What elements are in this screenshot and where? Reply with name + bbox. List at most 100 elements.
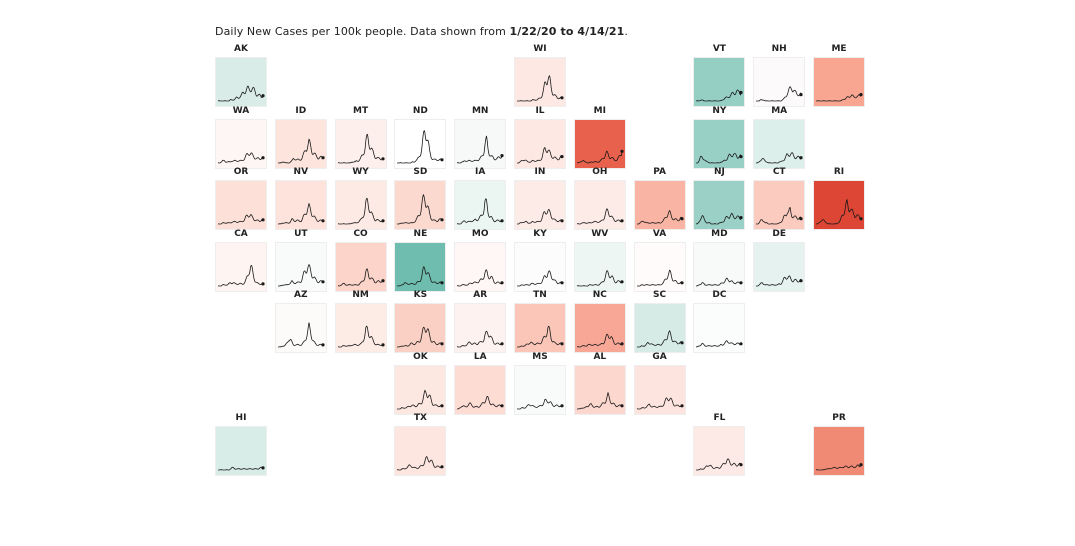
state-tile-wy: WY [334,167,387,234]
series-line-la [457,395,503,409]
series-line-co [337,267,383,286]
state-tile-ar: AR [454,290,507,357]
series-line-oh [576,208,623,225]
latest-point-il [560,154,564,158]
state-tile-nd: ND [394,106,447,173]
state-tile-nj: NJ [693,167,746,234]
state-label: IN [534,167,546,177]
state-tile-nv: NV [274,167,327,234]
latest-point-ca [261,281,265,285]
state-sparkline-svg [696,152,743,163]
state-label: OK [413,351,428,362]
chart-title: Daily New Cases per 100k people. Data sh… [215,25,629,38]
state-label: SD [413,167,428,177]
state-label: CO [353,228,368,239]
series-line-in [517,209,563,225]
state-tile-al: AL [573,352,626,419]
latest-point-nv [321,219,325,223]
state-label: MN [471,105,489,116]
state-tile-ga: GA [633,352,686,419]
latest-point-mo [500,280,504,284]
state-label: SC [653,290,667,300]
state-tile-background [693,57,746,107]
state-sparkline-svg [576,208,624,225]
state-label: VA [652,228,667,239]
latest-point-or [261,218,265,222]
state-tile-me: ME [813,44,865,111]
series-line-mt [337,133,383,163]
series-line-ct [756,206,802,225]
state-label: IL [535,105,545,116]
latest-point-wv [620,279,624,283]
state-tile-nh: NH [753,44,806,111]
state-label: ND [412,105,428,116]
state-sparkline-svg [218,151,265,163]
series-line-ne [397,265,443,286]
state-label: GA [652,351,667,362]
latest-point-ms [560,403,564,407]
state-tile-ms: MS [514,352,566,419]
latest-point-wi [560,96,564,100]
state-label: ID [295,105,307,116]
latest-point-co [380,278,385,282]
state-sparkline-svg [636,396,684,409]
date-range: 1/22/20 to 4/14/21 [509,25,625,38]
state-label: FL [713,413,726,423]
series-line-hi [218,466,264,471]
state-label: PA [653,167,666,177]
state-tile-fl: FL [693,413,746,480]
state-label: VT [712,44,726,54]
series-line-de [756,274,802,286]
series-line-ak [217,85,264,102]
state-tile-background [633,241,686,292]
series-line-md [696,277,742,286]
series-line-ar [457,330,503,348]
state-sparkline-svg [218,466,265,471]
state-label: AR [473,290,488,300]
series-line-pr [815,464,862,471]
latest-point-id [321,155,325,159]
series-line-wi [517,75,563,102]
latest-point-nc [620,342,624,346]
series-line-fl [696,458,742,471]
state-sparkline-svg [636,269,684,286]
state-sparkline-svg [756,86,803,102]
state-sparkline-svg [397,389,444,409]
latest-point-pa [679,217,684,221]
state-sparkline-svg [517,146,564,163]
latest-point-va [679,280,684,284]
latest-point-nm [380,343,385,347]
state-label: WI [533,44,547,54]
state-label: MS [532,351,548,362]
state-tile-background [633,303,686,353]
state-tile-background [454,303,507,353]
state-sparkline-svg [696,89,743,102]
state-tile-background [334,118,387,169]
series-line-ms [516,398,563,409]
state-sparkline-svg [517,75,564,102]
state-tile-background [753,241,806,292]
series-line-me [816,94,862,102]
state-label: TX [413,413,427,423]
state-tile-id: ID [274,106,327,173]
state-sparkline-svg [516,398,564,409]
latest-point-me [859,93,863,97]
state-sparkline-svg [457,395,504,409]
series-line-tx [397,456,443,471]
series-line-nh [756,86,802,102]
series-line-ut [277,263,324,286]
state-sparkline-svg [636,330,684,348]
series-line-az [277,322,324,348]
state-label: CA [234,228,248,239]
series-line-pa [636,209,682,225]
state-tile-ne: NE [394,229,447,296]
series-line-ca [217,264,264,286]
state-label: IA [475,167,486,177]
state-sparkline-svg [576,333,624,348]
state-label: WV [591,228,609,239]
state-tile-background [274,118,327,169]
state-sparkline-svg [217,85,265,102]
state-tile-co: CO [334,229,387,296]
state-label: KY [533,228,547,239]
series-line-wy [337,197,383,225]
